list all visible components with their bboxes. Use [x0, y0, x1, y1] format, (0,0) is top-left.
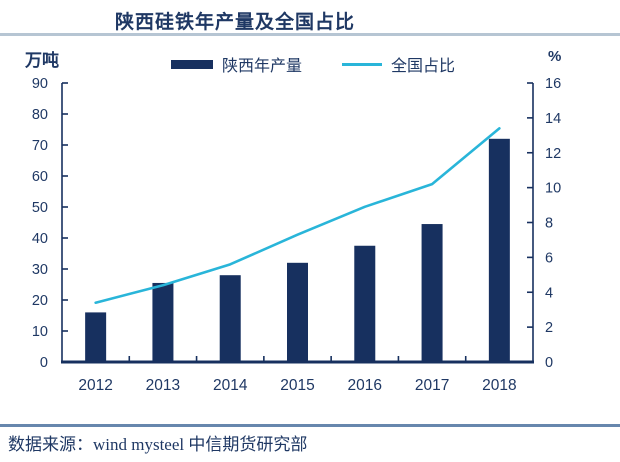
bar-2018: [488, 138, 510, 362]
right-axis-tick-label: 10: [545, 181, 561, 197]
x-axis-label-2016: 2016: [348, 377, 382, 394]
right-axis-tick-label: 16: [545, 76, 561, 92]
left-axis-tick-label: 10: [32, 324, 48, 340]
right-axis-tick-label: 2: [545, 320, 553, 336]
x-axis-label-2012: 2012: [78, 377, 112, 394]
bar-2016: [354, 245, 376, 362]
x-axis-label-2014: 2014: [213, 377, 248, 394]
line-series-label: 全国占比: [391, 58, 456, 75]
bar-2014: [219, 275, 241, 362]
line-series-swatch: [342, 62, 383, 66]
bar-series-label: 陕西年产量: [222, 58, 303, 75]
bar-2013: [152, 282, 174, 362]
right-axis-unit-label: %: [548, 48, 562, 65]
right-axis-tick-label: 8: [545, 216, 553, 232]
header-divider: [0, 33, 620, 36]
chart-title: 陕西硅铁年产量及全国占比: [114, 12, 355, 33]
legend: 陕西年产量 全国占比: [171, 52, 455, 76]
source-text: 数据来源：wind mysteel 中信期货研究部: [8, 435, 308, 454]
right-axis-tick-label: 4: [545, 285, 553, 301]
bar-2015: [287, 262, 308, 362]
right-axis-tick-label: 14: [545, 111, 561, 127]
right-axis-tick-label: 6: [545, 250, 553, 266]
left-axis-tick-label: 80: [32, 107, 48, 123]
legend-item-bar-series: 陕西年产量: [171, 52, 302, 76]
left-axis-tick-label: 70: [32, 138, 48, 154]
left-axis-tick-label: 40: [32, 231, 48, 247]
bar-series-swatch: [171, 59, 213, 69]
left-axis-tick-label: 30: [32, 262, 48, 278]
right-axis-tick-label: 0: [545, 355, 553, 371]
x-axis-label-2017: 2017: [415, 377, 449, 394]
left-axis-tick-label: 90: [32, 76, 48, 92]
left-axis-tick-label: 0: [40, 355, 48, 371]
x-axis-label-2018: 2018: [482, 377, 516, 394]
left-axis-tick-label: 20: [32, 293, 48, 309]
legend-item-line-series: 全国占比: [342, 52, 455, 76]
right-axis-tick-label: 12: [545, 146, 561, 162]
national-share-line: [94, 127, 501, 305]
left-axis-tick-label: 60: [32, 169, 48, 185]
footer-divider: [0, 424, 620, 427]
left-axis-tick-label: 50: [32, 200, 48, 216]
left-axis-unit-label: 万吨: [25, 51, 59, 70]
bar-2017: [421, 224, 443, 362]
x-axis-label-2013: 2013: [146, 377, 180, 394]
bar-2012: [85, 312, 107, 362]
x-axis-label-2015: 2015: [280, 377, 314, 394]
